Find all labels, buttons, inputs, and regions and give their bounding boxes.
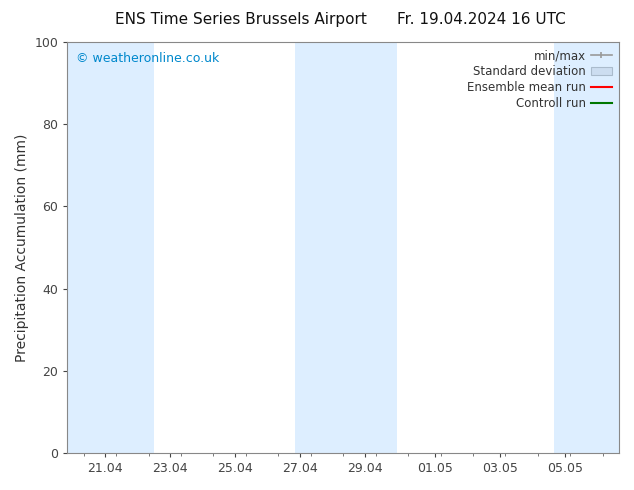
Bar — [554, 42, 619, 453]
Bar — [67, 42, 154, 453]
Bar — [295, 42, 398, 453]
Text: ENS Time Series Brussels Airport: ENS Time Series Brussels Airport — [115, 12, 367, 27]
Legend: min/max, Standard deviation, Ensemble mean run, Controll run: min/max, Standard deviation, Ensemble me… — [462, 45, 617, 115]
Text: © weatheronline.co.uk: © weatheronline.co.uk — [75, 52, 219, 65]
Y-axis label: Precipitation Accumulation (mm): Precipitation Accumulation (mm) — [15, 133, 29, 362]
Text: Fr. 19.04.2024 16 UTC: Fr. 19.04.2024 16 UTC — [398, 12, 566, 27]
